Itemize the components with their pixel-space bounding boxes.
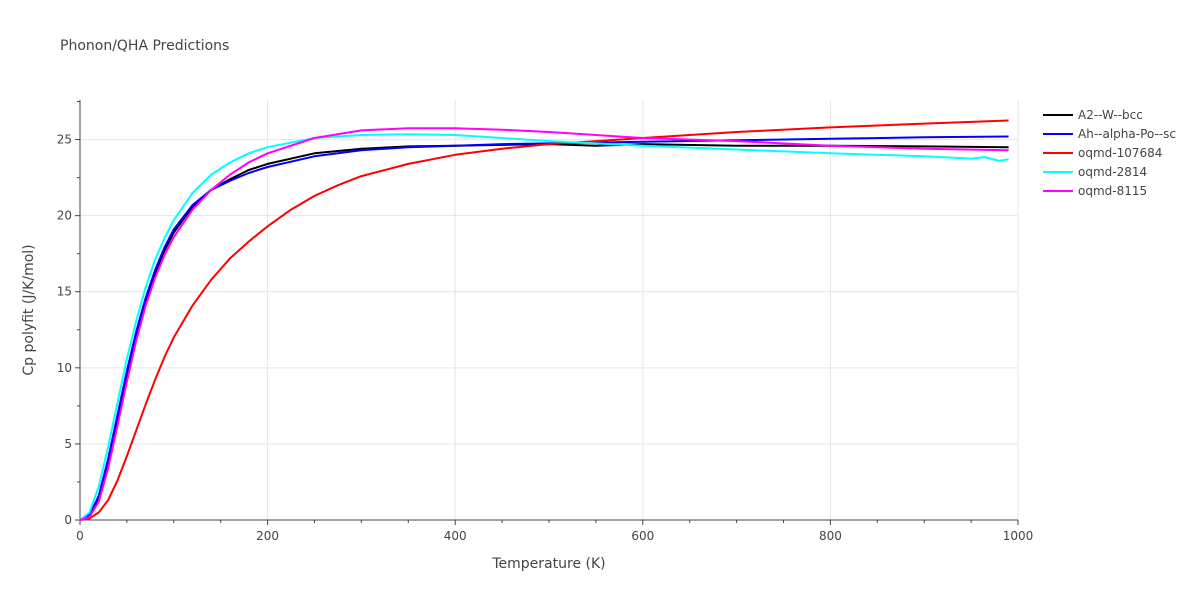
x-tick-label: 800 [819, 529, 842, 543]
y-tick-label: 20 [57, 209, 72, 223]
series-line-oqmd-2814 [79, 133, 1009, 521]
x-axis-title: Temperature (K) [491, 556, 605, 572]
x-tick-label: 1000 [1003, 529, 1034, 543]
grid [80, 100, 1019, 520]
x-tick-label: 0 [76, 529, 84, 543]
x-tick-label: 600 [631, 529, 654, 543]
x-tick-label: 200 [256, 529, 279, 543]
plot-area [79, 119, 1009, 521]
y-tick-label: 25 [57, 133, 72, 147]
x-tick-label: 400 [444, 529, 467, 543]
axes: 0 200 400 600 800 1000 0 5 10 15 20 25 [57, 100, 1034, 543]
legend-label: Ah--alpha-Po--sc [1078, 127, 1176, 141]
series-line-A2--W--bcc [79, 143, 1009, 521]
legend-label: oqmd-2814 [1078, 165, 1147, 179]
y-tick-label: 15 [57, 285, 72, 299]
series-line-oqmd-107684 [79, 119, 1009, 521]
legend-label: oqmd-8115 [1078, 184, 1147, 198]
series-line-Ah--alpha-Po--sc [79, 135, 1009, 521]
series-line-oqmd-8115 [79, 127, 1009, 521]
legend-label: A2--W--bcc [1078, 108, 1143, 122]
y-axis-title: Cp polyfit (J/K/mol) [21, 244, 37, 375]
y-tick-label: 5 [64, 437, 72, 451]
y-tick-label: 0 [64, 513, 72, 527]
chart-title: Phonon/QHA Predictions [60, 38, 229, 54]
legend: A2--W--bcc Ah--alpha-Po--sc oqmd-107684 oqm… [1043, 108, 1176, 198]
y-tick-label: 10 [57, 361, 72, 375]
legend-label: oqmd-107684 [1078, 146, 1162, 160]
